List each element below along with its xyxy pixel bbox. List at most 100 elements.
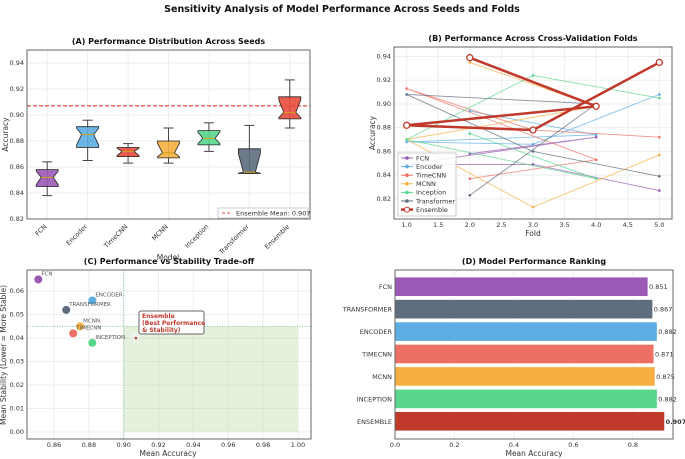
y-tick-label: 0.92 (377, 76, 391, 84)
annotation-text: & Stability) (142, 327, 181, 334)
data-point (658, 135, 661, 139)
figure-title: Sensitivity Analysis of Model Performanc… (164, 4, 520, 15)
data-point (594, 133, 598, 137)
box-fcn (35, 169, 59, 187)
y-tick-label: 0.90 (377, 100, 391, 108)
y-tick-label: 0.82 (377, 195, 391, 203)
data-point (531, 205, 535, 209)
x-tick-label: 2.0 (465, 221, 475, 229)
data-point-mcnn (76, 322, 85, 331)
y-tick-label: 0.92 (10, 85, 24, 93)
x-tick-label: Inception (183, 223, 210, 250)
y-tick-label: 0.86 (377, 147, 391, 155)
x-tick-label: 1.0 (401, 221, 411, 229)
y-axis-label: Mean Stability (Lower = More Stable) (0, 285, 8, 425)
data-point (655, 58, 664, 67)
data-point (594, 135, 598, 139)
x-tick-label: 0.90 (116, 441, 130, 449)
data-point (405, 140, 408, 144)
legend-box (217, 207, 309, 219)
y-tick-label: 0.05 (10, 311, 24, 319)
box-mcnn (157, 140, 180, 159)
y-tick-label: 0.04 (10, 334, 24, 342)
data-point (134, 336, 138, 340)
data-point (594, 158, 598, 161)
x-tick-label: TimeCNN (102, 223, 130, 251)
point-label: INCEPTION (95, 335, 125, 341)
y-tick-label: 0.94 (10, 59, 24, 67)
x-tick-label: 0.98 (256, 441, 270, 449)
data-point (468, 61, 472, 64)
x-tick-label: 1.00 (291, 441, 305, 449)
annotation-box (138, 310, 205, 335)
x-tick-label: MCNN (150, 223, 170, 243)
y-tick-label: 0.84 (377, 171, 391, 179)
x-tick-label: 2.5 (496, 221, 506, 229)
panel-title: (A) Performance Distribution Across Seed… (72, 37, 265, 46)
data-point (594, 177, 598, 180)
panel-title: (D) Model Performance Ranking (462, 257, 606, 266)
data-point (658, 93, 661, 96)
plot-frame (26, 49, 311, 220)
bar-value-label: 0.882 (658, 395, 677, 403)
legend-marker (405, 156, 409, 160)
bar-encoder (394, 321, 658, 342)
x-tick-label: FCN (34, 223, 49, 238)
data-point (468, 193, 472, 197)
point-label: ENCODER (95, 293, 122, 299)
bar-value-label: 0.875 (656, 373, 675, 381)
box-timecnn (116, 147, 140, 158)
x-tick-label: 4.0 (591, 221, 601, 229)
y-axis-label: Accuracy (368, 115, 377, 150)
legend-label: Inception (416, 189, 446, 197)
data-point (405, 87, 408, 90)
x-tick-label: 0.86 (47, 441, 61, 449)
data-point (468, 177, 472, 180)
bar-value-label: 0.851 (649, 283, 668, 291)
y-tick-label: 0.86 (10, 163, 24, 171)
y-tick-label: 0.03 (10, 358, 24, 366)
y-tick-label: 0.02 (10, 381, 24, 389)
y-tick-label: 0.84 (10, 189, 24, 197)
y-tick-label: 0.00 (10, 428, 24, 436)
y-tick-label: ENCODER (360, 328, 393, 336)
annotation-text: Ensemble (142, 313, 175, 320)
data-point (402, 121, 411, 129)
data-point (658, 174, 661, 178)
data-point (531, 142, 535, 146)
data-point-timecnn (69, 329, 78, 338)
y-axis-label: Accuracy (1, 117, 10, 152)
legend-label: TimeCNN (415, 172, 446, 180)
optimal-region (123, 326, 298, 432)
bar-value-label: 0.871 (655, 351, 674, 359)
legend-label: Encoder (416, 163, 443, 171)
data-point (405, 138, 408, 141)
annotation-text: (Best Performance (142, 320, 205, 327)
data-point (405, 93, 408, 96)
x-tick-label: 0.92 (151, 441, 165, 449)
data-point-inception (88, 338, 97, 347)
data-point (592, 102, 600, 110)
x-tick-label: 3.5 (559, 221, 569, 229)
y-tick-label: 0.90 (10, 111, 24, 119)
legend-label: Transformer (415, 197, 455, 205)
bar-value-label: 0.867 (654, 306, 673, 314)
data-point (531, 150, 535, 153)
data-point (658, 153, 661, 157)
y-tick-label: FCN (379, 283, 392, 291)
legend-marker (404, 206, 410, 213)
box-encoder (76, 126, 100, 148)
y-tick-label: TIMECNN (361, 351, 392, 359)
bar-fcn (394, 276, 649, 297)
y-tick-label: 0.88 (377, 124, 391, 132)
data-point (529, 126, 537, 134)
y-tick-label: 0.94 (377, 52, 391, 60)
data-point-transformer (62, 305, 71, 314)
point-label: TIMECNN (75, 325, 101, 331)
x-tick-label: 0.6 (568, 441, 578, 449)
x-tick-label: Ensemble (263, 223, 291, 251)
box-ensemble (278, 96, 302, 120)
y-tick-label: INCEPTION (357, 395, 392, 403)
data-point (658, 189, 661, 192)
data-point (468, 132, 472, 135)
